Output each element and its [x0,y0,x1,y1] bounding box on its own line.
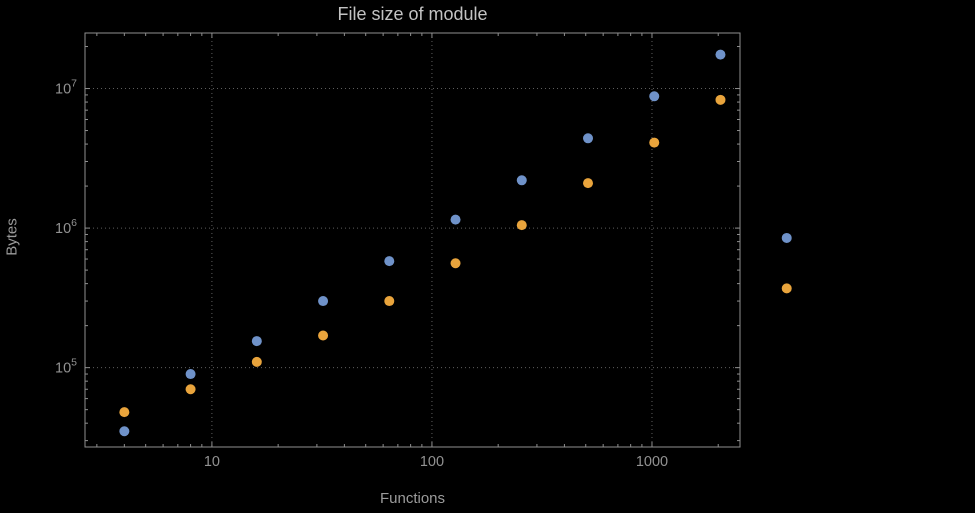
data-point [251,336,262,347]
chart-title: File size of module [337,4,488,24]
data-point [781,283,792,294]
data-point [318,330,329,341]
x-axis-label: Functions [379,490,446,507]
y-tick-label: 106 [55,217,77,237]
data-point [185,369,196,380]
data-point [185,384,196,395]
data-point [516,220,527,231]
x-tick-label: 10 [204,454,220,470]
data-point [251,356,262,367]
x-tick-label: 1000 [636,454,668,470]
data-point [450,214,461,225]
data-point [781,232,792,243]
data-point [384,296,395,307]
y-tick-label: 107 [55,78,77,98]
data-point [450,258,461,269]
x-tick-label: 100 [420,454,444,470]
y-tick-label: 105 [55,357,77,377]
data-point [119,426,130,437]
data-point [384,256,395,267]
data-point [715,94,726,105]
data-point [649,137,660,148]
data-point [583,178,594,189]
data-point [649,91,660,102]
data-point [516,175,527,186]
data-point [119,407,130,418]
data-point [715,49,726,60]
data-point [318,296,329,307]
data-point [583,133,594,144]
plot-frame [84,32,741,448]
